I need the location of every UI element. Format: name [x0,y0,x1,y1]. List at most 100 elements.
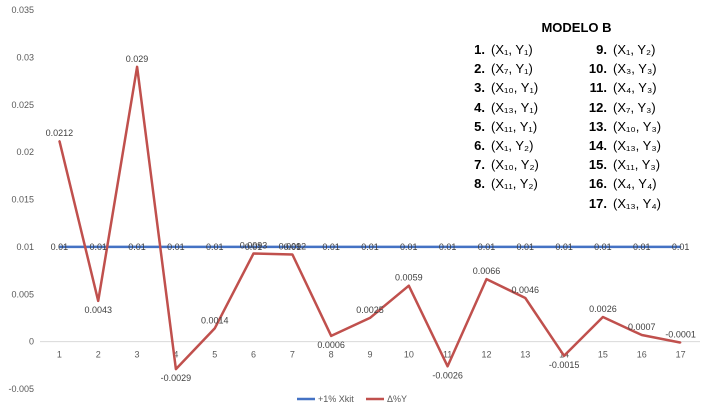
data-point [524,246,527,248]
model-item-number: 5. [474,118,485,134]
data-point [97,300,100,302]
data-point [175,246,177,248]
model-item-pair: (X₁₁, Y₃) [613,157,661,173]
data-point [602,246,604,248]
model-item-number: 4. [474,99,485,115]
model-item: 9. (X₁, Y₂) [577,40,661,59]
x-tick-label: 11 [443,350,452,360]
series-layer [58,65,682,371]
x-tick-label: 10 [404,350,414,360]
model-item: 1. (X₁, Y₁) [455,40,539,59]
data-label: 0.01 [206,242,224,252]
x-tick-label: 12 [481,350,491,360]
y-tick-label: 0 [29,337,34,347]
model-item: 5. (X₁₁, Y₁) [455,117,539,136]
y-axis-tick-labels: -0.005 0 0.005 0.01 0.015 0.02 0.025 0.03 0.035 [8,5,34,394]
data-label: 0.0059 [395,273,423,283]
model-item-number: 9. [596,42,607,57]
model-item-pair: (X₁₁, Y₁) [491,118,538,134]
x-tick-label: 7 [290,350,295,360]
x-tick-label: 4 [173,350,178,360]
data-label: 0.0092 [279,241,307,251]
data-point [679,341,682,344]
model-item-number: 11. [589,80,607,96]
data-point [291,253,294,256]
model-list-right: 9. (X₁, Y₂) 10. (X₃, Y₃) 11. (X₄, Y₃) 12. (X… [577,40,661,213]
data-label: 0.01 [633,242,651,252]
model-item-pair: (X₄, Y₃) [613,80,657,96]
data-point [175,368,177,370]
data-point [213,246,216,248]
model-item-pair: (X₁₀, Y₃) [613,118,662,134]
data-label: 0.01 [322,242,340,252]
x-tick-label: 6 [251,350,256,360]
data-label: 0.0014 [201,315,229,325]
data-label: 0.01 [517,242,535,252]
model-item-number: 6. [474,137,485,153]
data-point [213,327,216,330]
data-label: 0.0025 [356,305,384,315]
legend: +1% Xkit Δ%Y [297,394,407,404]
data-label: -0.0001 [665,330,696,340]
model-item-pair: (X₁, Y₂) [491,137,534,153]
data-point [136,246,138,248]
data-label: 0.01 [51,242,69,252]
x-axis-tick-labels: 1 2 3 4 5 6 7 8 9 10 11 12 13 14 15 16 17 [57,350,686,360]
data-label: 0.0093 [240,241,268,251]
data-label: 0.0006 [317,340,345,350]
model-item-pair: (X₁, Y₂) [613,42,656,57]
y-tick-label: 0.02 [16,147,34,157]
data-label: -0.0015 [549,360,580,370]
data-label: 0.0066 [473,266,501,276]
data-point [330,335,332,337]
y-tick-label: 0.015 [11,195,34,205]
model-item-pair: (X₄, Y₄) [613,176,657,192]
data-point [369,246,371,248]
data-point [446,246,449,248]
data-label: 0.01 [555,242,573,252]
model-item-number: 13. [588,118,607,134]
model-item: 16. (X₄, Y₄) [577,174,661,193]
y-tick-label: -0.005 [8,384,34,394]
data-label: 0.0212 [46,128,74,138]
data-label: 0.01 [439,242,457,252]
model-item-number: 16. [588,176,607,192]
data-point [369,317,371,319]
data-point [563,355,565,357]
model-item-pair: (X₁, Y₁) [491,42,533,57]
data-labels-layer: 0.01 0.01 0.01 0.01 0.01 0.01 0.01 0.01 0.01 0.01… [46,54,696,383]
data-point [602,316,604,318]
data-label: 0.01 [478,242,496,252]
model-item: 17. (X₁₃, Y₄) [577,194,661,213]
data-point [97,246,100,248]
model-item-number: 3. [474,80,485,96]
y-tick-label: 0.035 [11,5,34,15]
x-tick-label: 3 [135,350,140,360]
legend-label: Δ%Y [387,394,407,404]
model-item-number: 1. [474,42,485,57]
model-item-pair: (X₁₀, Y₂) [491,157,539,173]
model-item-pair: (X₁₁, Y₂) [491,176,538,192]
data-point [291,246,294,248]
data-point [563,246,565,248]
y-tick-label: 0.005 [11,289,34,299]
data-label: 0.0043 [84,305,112,315]
model-item: 15. (X₁₁, Y₃) [577,155,661,174]
data-point [330,246,332,248]
model-item: 14. (X₁₃, Y₃) [577,136,661,155]
data-label: 0.0046 [512,285,540,295]
model-item: 12. (X₇, Y₃) [577,98,661,117]
data-label: 0.01 [284,242,302,252]
data-label: 0.01 [167,242,185,252]
model-title: MODELO B [541,20,612,35]
data-label: 0.01 [89,242,107,252]
data-label: 0.0007 [628,322,656,332]
data-point [679,246,682,248]
model-item-number: 8. [474,176,485,192]
data-point [58,246,61,248]
data-point [136,66,138,68]
x-tick-label: 15 [598,350,608,360]
y-tick-label: 0.01 [16,242,34,252]
x-tick-label: 17 [676,350,686,360]
